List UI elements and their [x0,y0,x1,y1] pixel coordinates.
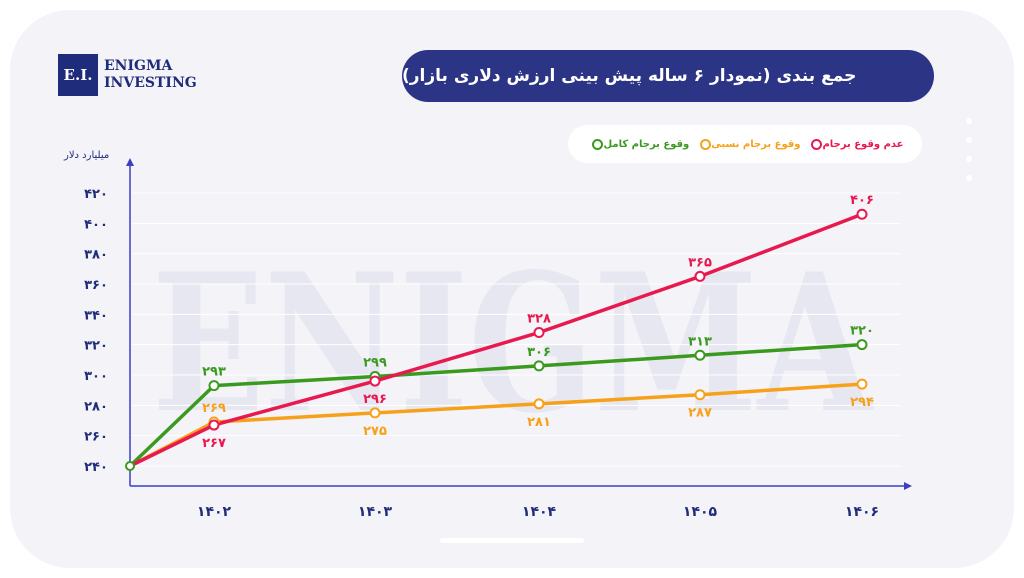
y-tick-label: ۳۶۰ [84,278,108,293]
brand-logo: E.I. Enigma Investing [58,54,197,96]
y-tick-label: ۲۶۰ [84,430,108,445]
chart-title: جمع بندی (نمودار ۶ ساله پیش بینی ارزش دل… [402,66,857,86]
series-line [128,382,864,468]
data-label: ۲۶۷ [202,436,226,451]
legend-marker [700,138,712,150]
x-tick-label: ۱۴۰۶ [845,504,879,520]
pager-dots [966,118,972,194]
data-label: ۲۹۴ [850,395,874,410]
series-line [128,342,864,468]
x-tick-label: ۱۴۰۵ [683,504,718,520]
data-point [369,375,381,387]
data-point [369,407,381,419]
logo-mark: E.I. [58,54,98,96]
logo-line2: Investing [104,75,197,91]
y-tick-label: ۳۸۰ [84,248,108,263]
y-tick-label: ۲۴۰ [84,460,108,475]
legend-label: وقوع برجام نسبی [711,138,801,150]
y-tick-label: ۳۰۰ [84,369,108,384]
x-tick-label: ۱۴۰۲ [197,504,232,520]
data-point [208,419,220,431]
data-point [533,327,545,339]
data-label: ۲۶۹ [202,401,226,416]
y-tick-label: ۴۰۰ [84,217,108,232]
x-axis-arrow [904,482,912,490]
data-label: ۳۲۰ [850,324,874,339]
data-label: ۳۲۸ [527,312,551,327]
chart-card [10,10,1014,568]
legend-item: وقوع برجام نسبی [694,138,801,150]
pager-dot [966,156,972,162]
watermark-text: ENIGMA [152,232,874,455]
y-tick-label: ۲۸۰ [84,399,108,414]
data-point [856,339,868,351]
legend-item: وقوع برجام کامل [586,138,690,150]
data-point [694,349,706,361]
data-point [694,270,706,282]
data-point [856,208,868,220]
legend-marker [811,138,823,150]
y-tick-label: ۳۴۰ [84,308,108,323]
data-label: ۲۹۹ [363,356,387,371]
data-label: ۲۹۶ [363,392,387,407]
data-label: ۳۱۳ [688,334,712,349]
legend-marker [592,138,604,150]
x-tick-label: ۱۴۰۳ [358,504,393,520]
pager-dot [966,137,972,143]
legend-item: عدم وقوع برجام [805,138,904,150]
y-tick-label: ۳۲۰ [84,339,108,354]
data-point [694,389,706,401]
legend: عدم وقوع برجام وقوع برجام نسبی وقوع برجام … [568,125,922,163]
data-label: ۳۰۶ [527,345,551,360]
legend-label: وقوع برجام کامل [603,138,690,150]
x-tick-label: ۱۴۰۴ [522,504,557,520]
data-point [208,380,220,392]
data-point [533,360,545,372]
logo-text: Enigma Investing [104,58,197,92]
pager-dot [966,175,972,181]
y-tick-label: ۴۲۰ [84,187,108,202]
y-axis-label: میلیارد دلار [64,150,110,161]
logo-line1: Enigma [104,58,173,74]
y-axis-arrow [126,158,134,166]
pager-dot [966,118,972,124]
data-label: ۲۷۵ [363,424,387,439]
data-point [533,398,545,410]
data-label: ۲۹۳ [202,365,226,380]
scroll-indicator [440,538,584,543]
data-label: ۲۸۱ [527,415,551,430]
legend-label: عدم وقوع برجام [822,138,904,150]
start-point [125,461,135,471]
data-point [856,378,868,390]
data-label: ۲۸۷ [688,406,712,421]
data-label: ۳۶۵ [688,255,712,270]
data-label: ۴۰۶ [850,193,874,208]
chart-title-banner: جمع بندی (نمودار ۶ ساله پیش بینی ارزش دل… [402,50,934,102]
series-line [128,212,864,468]
